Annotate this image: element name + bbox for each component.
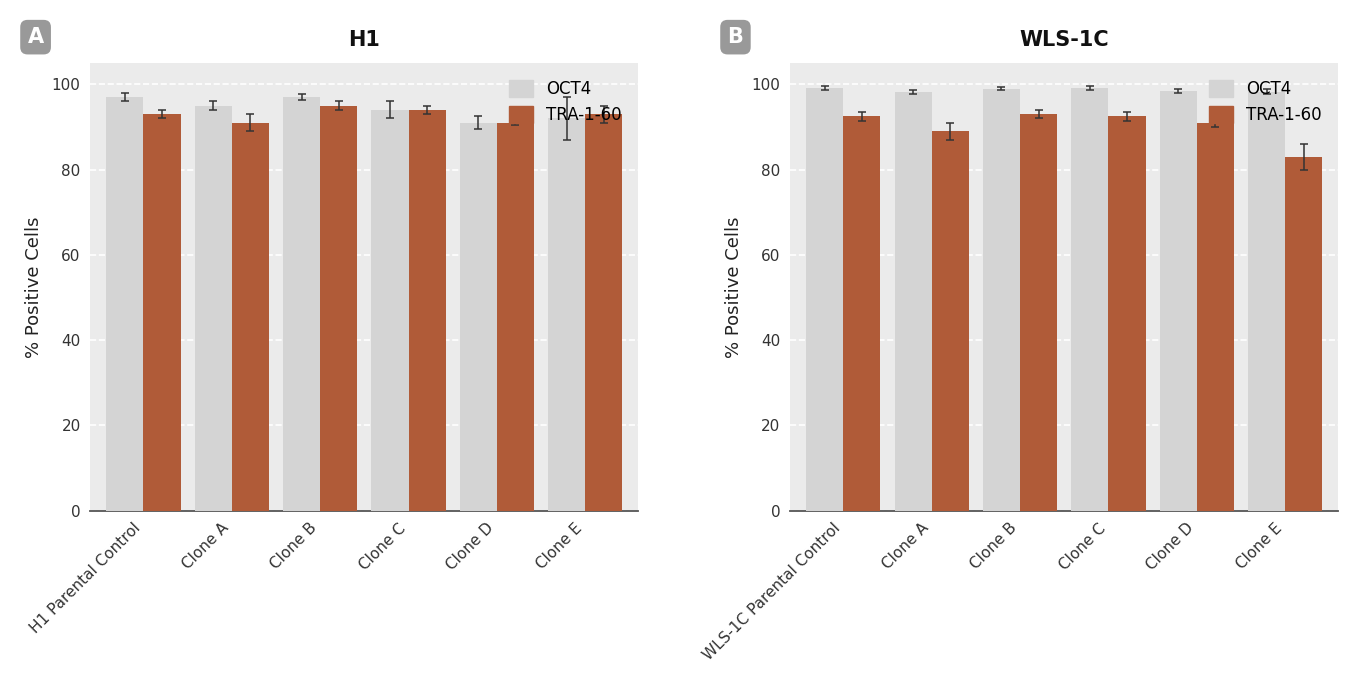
Bar: [232, 122, 269, 511]
Y-axis label: % Positive Cells: % Positive Cells: [26, 216, 43, 358]
Bar: [497, 122, 534, 511]
Title: H1: H1: [348, 30, 381, 51]
Bar: [894, 92, 932, 511]
Y-axis label: % Positive Cells: % Positive Cells: [726, 216, 743, 358]
Bar: [283, 97, 321, 511]
Bar: [409, 110, 446, 511]
Bar: [144, 114, 181, 511]
Text: B: B: [727, 27, 743, 47]
Bar: [1071, 88, 1109, 511]
Bar: [1109, 116, 1146, 511]
Bar: [371, 110, 409, 511]
Bar: [1159, 91, 1197, 511]
Bar: [1286, 157, 1322, 511]
Legend: OCT4, TRA-1-60: OCT4, TRA-1-60: [501, 71, 631, 133]
Bar: [459, 122, 497, 511]
Bar: [1021, 114, 1057, 511]
Bar: [321, 105, 357, 511]
Bar: [548, 118, 586, 511]
Bar: [844, 116, 881, 511]
Bar: [1248, 92, 1286, 511]
Bar: [932, 131, 969, 511]
Bar: [983, 88, 1021, 511]
Text: A: A: [27, 27, 43, 47]
Bar: [194, 105, 232, 511]
Bar: [106, 97, 144, 511]
Bar: [1197, 122, 1234, 511]
Title: WLS-1C: WLS-1C: [1019, 30, 1109, 51]
Bar: [586, 114, 622, 511]
Legend: OCT4, TRA-1-60: OCT4, TRA-1-60: [1201, 71, 1330, 133]
Bar: [806, 88, 844, 511]
